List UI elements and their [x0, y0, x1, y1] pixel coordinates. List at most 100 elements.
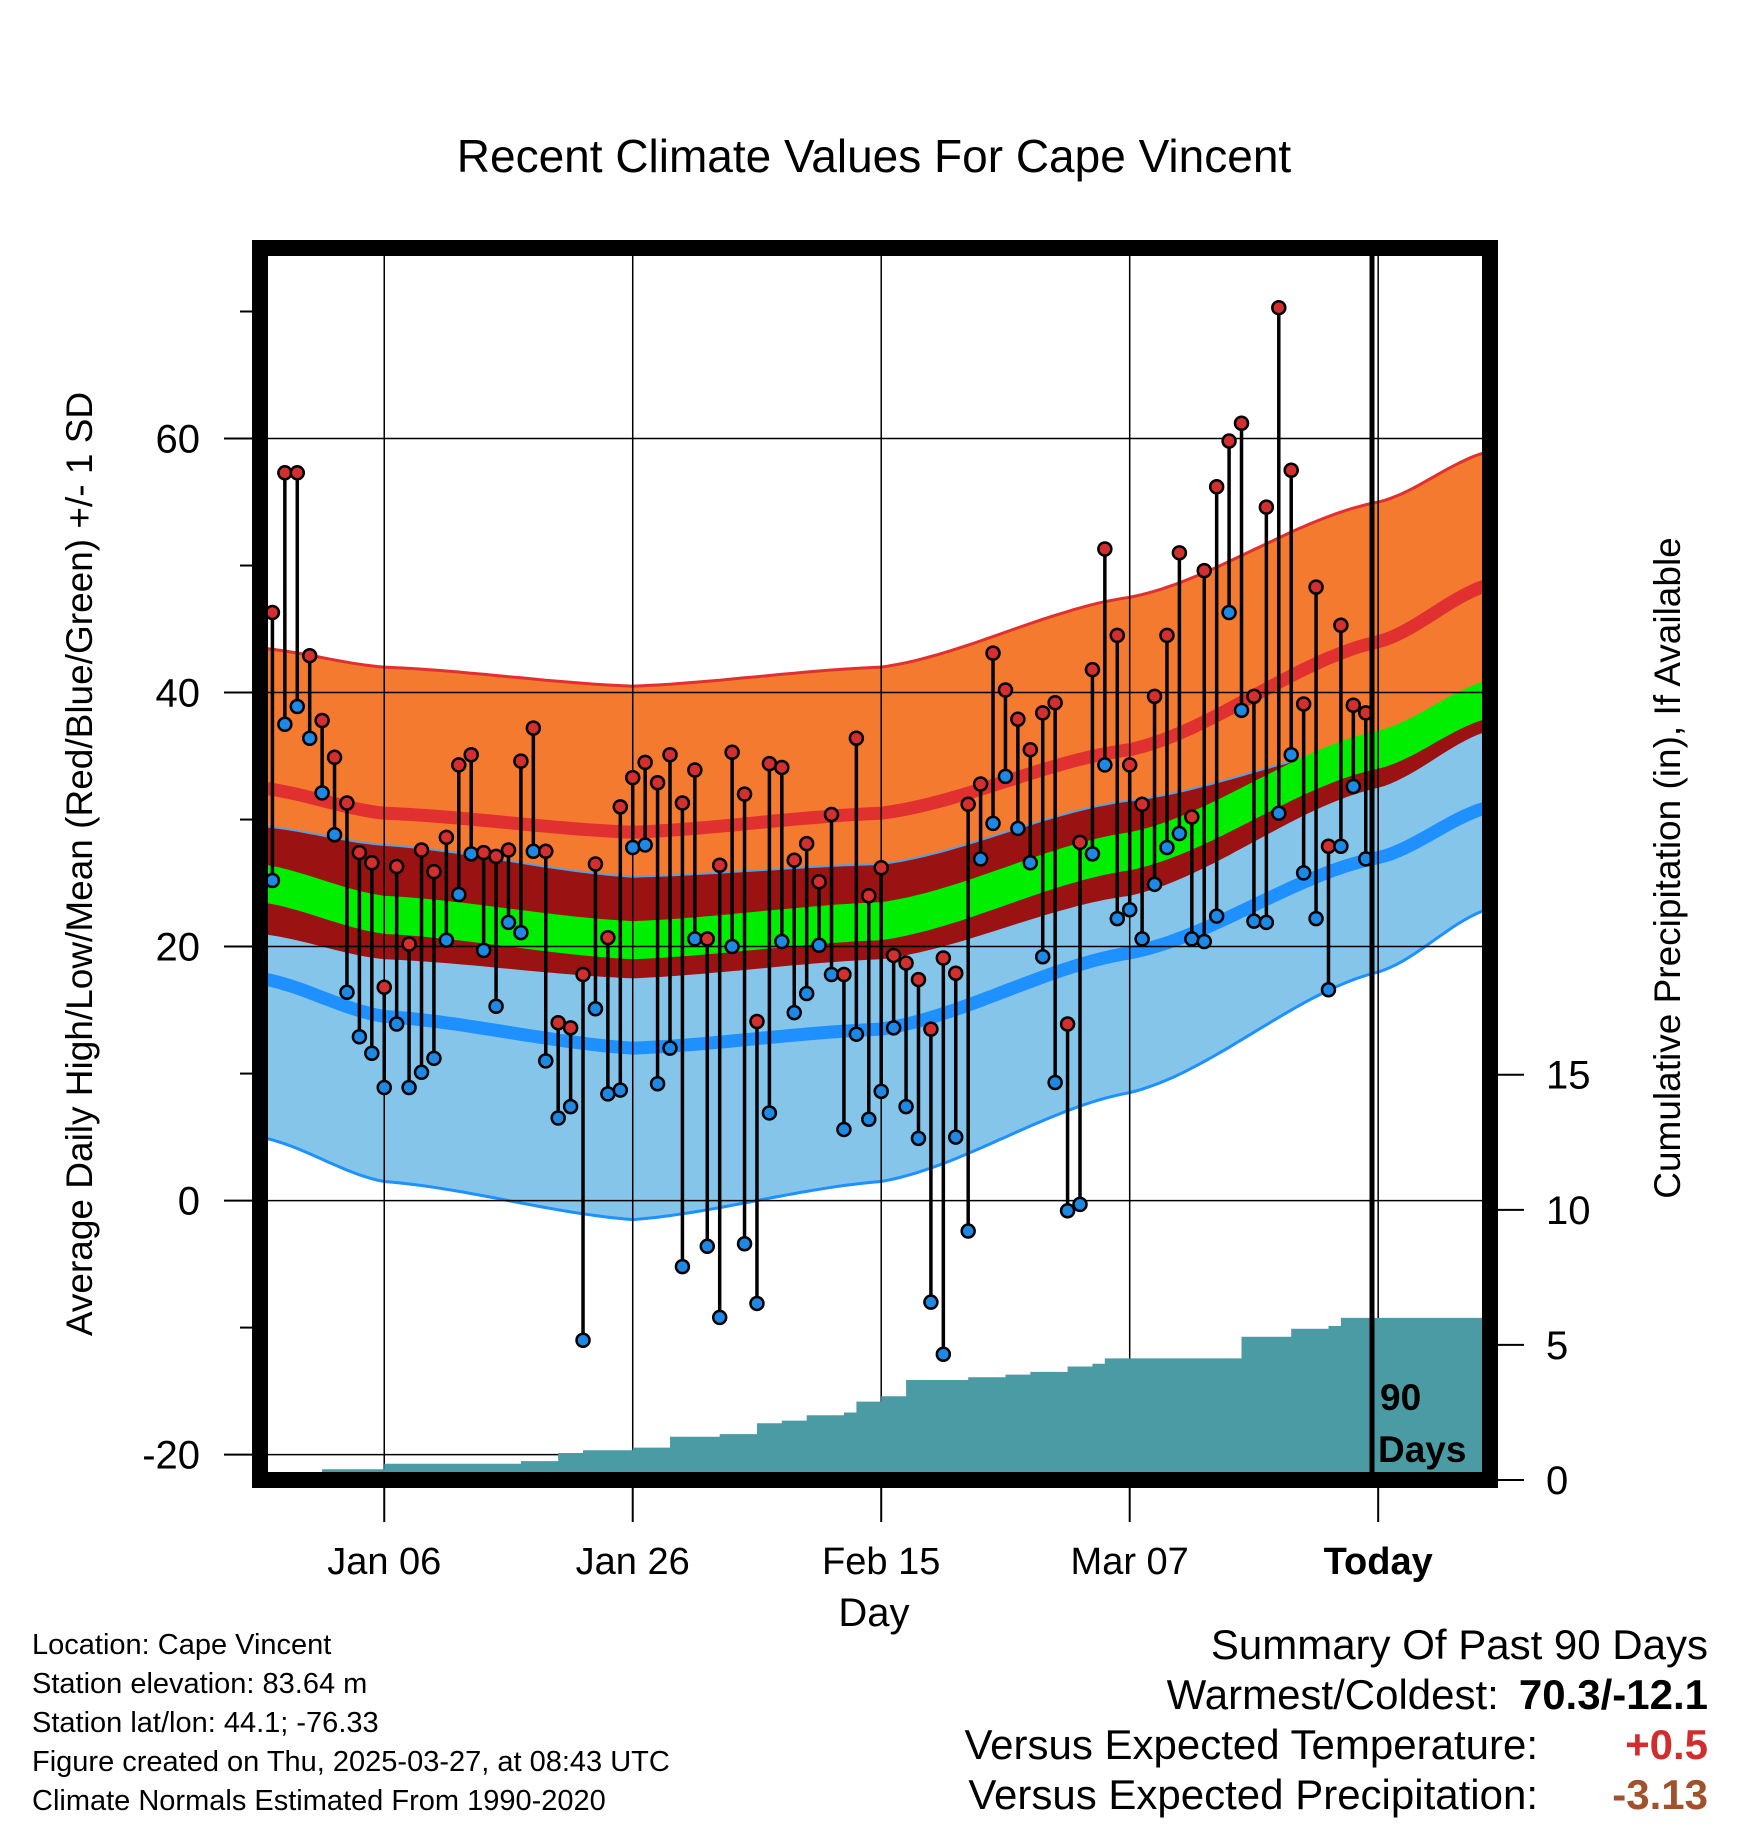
right-axis: 0 5 10 15 [1498, 1054, 1591, 1503]
daily-point [1271, 299, 1287, 821]
daily-point [674, 795, 691, 1275]
daily-high-point [301, 647, 318, 664]
daily-point [1345, 697, 1362, 795]
daily-high-point [724, 744, 740, 760]
daily-low-point [351, 1028, 368, 1045]
daily-low-point [836, 1121, 852, 1138]
normal-low-line [260, 800, 1490, 1055]
summary-panel: Summary Of Past 90 Days Warmest/Coldest:… [964, 1620, 1708, 1820]
daily-low-point [1159, 839, 1175, 856]
daily-high-point [923, 1021, 939, 1037]
daily-high-point [475, 844, 492, 861]
daily-low-point [861, 1111, 877, 1128]
daily-high-point [798, 835, 815, 852]
daily-high-point [1208, 479, 1225, 495]
daily-point [1134, 796, 1150, 947]
daily-high-point [388, 858, 405, 875]
daily-high-point [1059, 1016, 1076, 1032]
daily-low-point [1034, 948, 1051, 965]
daily-point [997, 682, 1014, 785]
daily-low-point [786, 1004, 802, 1021]
daily-high-point [525, 720, 542, 736]
daily-high-point [500, 842, 517, 858]
daily-low-point [1233, 702, 1250, 719]
daily-high-point [1221, 433, 1237, 449]
daily-high-point [1109, 627, 1126, 644]
daily-high-point [1246, 688, 1262, 705]
daily-high-point [538, 843, 554, 860]
daily-high-point [848, 730, 865, 747]
daily-high-point [575, 966, 591, 983]
daily-low-point [674, 1258, 691, 1275]
daily-high-point [1184, 809, 1200, 825]
daily-point [600, 929, 616, 1102]
daily-low-point [711, 1309, 728, 1326]
daily-point [662, 747, 678, 1056]
daily-point [1196, 562, 1212, 950]
daily-low-point [1084, 846, 1101, 862]
grid-lines [260, 248, 1490, 1480]
daily-high-point [562, 1020, 579, 1036]
normal-mean-band [260, 679, 1490, 960]
daily-point [1333, 617, 1349, 854]
daily-point [1221, 433, 1237, 621]
daily-high-point [339, 795, 355, 811]
daily-low-point [1271, 805, 1287, 821]
daily-low-point [525, 843, 542, 860]
daily-low-point [923, 1294, 939, 1310]
daily-point [624, 769, 641, 856]
daily-point [1208, 479, 1225, 924]
daily-high-point [426, 863, 442, 880]
daily-high-point [1295, 696, 1312, 712]
daily-low-point [1072, 1196, 1088, 1213]
daily-low-point [761, 1105, 778, 1121]
daily-high-point [873, 860, 889, 876]
summary-title: Summary Of Past 90 Days [1210, 1621, 1708, 1668]
x-axis-label: Day [838, 1591, 909, 1635]
daily-low-point [289, 698, 306, 715]
daily-high-point [401, 936, 417, 952]
daily-high-point [289, 465, 306, 481]
daily-low-point [1295, 865, 1312, 881]
daily-point [1320, 838, 1337, 998]
daily-high-point [1034, 705, 1051, 721]
daily-low-point [724, 938, 740, 955]
daily-low-point [575, 1332, 591, 1349]
daily-high-point [612, 799, 629, 815]
daily-point [612, 799, 629, 1098]
daily-point [289, 465, 306, 715]
daily-high-point [1171, 545, 1188, 561]
daily-point [1295, 696, 1312, 881]
normal-high-line [260, 578, 1490, 839]
station-info: Location: Cape Vincent Station elevation… [32, 1626, 670, 1821]
summary-precip-label: Versus Expected Precipitation: [968, 1771, 1538, 1818]
daily-low-point [1047, 1074, 1063, 1091]
daily-low-point [1208, 908, 1225, 924]
daily-high-point [1121, 757, 1138, 773]
daily-low-point [339, 984, 355, 1001]
info-location: Location: Cape Vincent [32, 1629, 332, 1661]
daily-point [538, 843, 554, 1069]
daily-low-point [426, 1050, 442, 1067]
daily-low-point [376, 1079, 392, 1096]
x-tick-label: Jan 26 [576, 1541, 690, 1583]
daily-high-point [1084, 661, 1101, 678]
daily-point [513, 753, 529, 941]
daily-low-point [388, 1016, 405, 1032]
daily-point [525, 720, 542, 860]
daily-point [438, 829, 455, 948]
daily-high-point [1283, 462, 1299, 479]
daily-high-point [711, 857, 728, 874]
daily-high-point [488, 848, 504, 865]
daily-point [388, 858, 405, 1032]
daily-point [1308, 579, 1324, 927]
y-tick-label: 0 [178, 1180, 200, 1224]
daily-point [885, 947, 902, 1036]
daily-high-point [277, 465, 293, 481]
daily-low-point [1121, 901, 1138, 918]
daily-high-point [624, 769, 641, 786]
daily-high-point [364, 854, 380, 871]
daily-point [935, 950, 952, 1363]
daily-low-point [885, 1020, 902, 1036]
daily-high-point [1072, 834, 1088, 851]
